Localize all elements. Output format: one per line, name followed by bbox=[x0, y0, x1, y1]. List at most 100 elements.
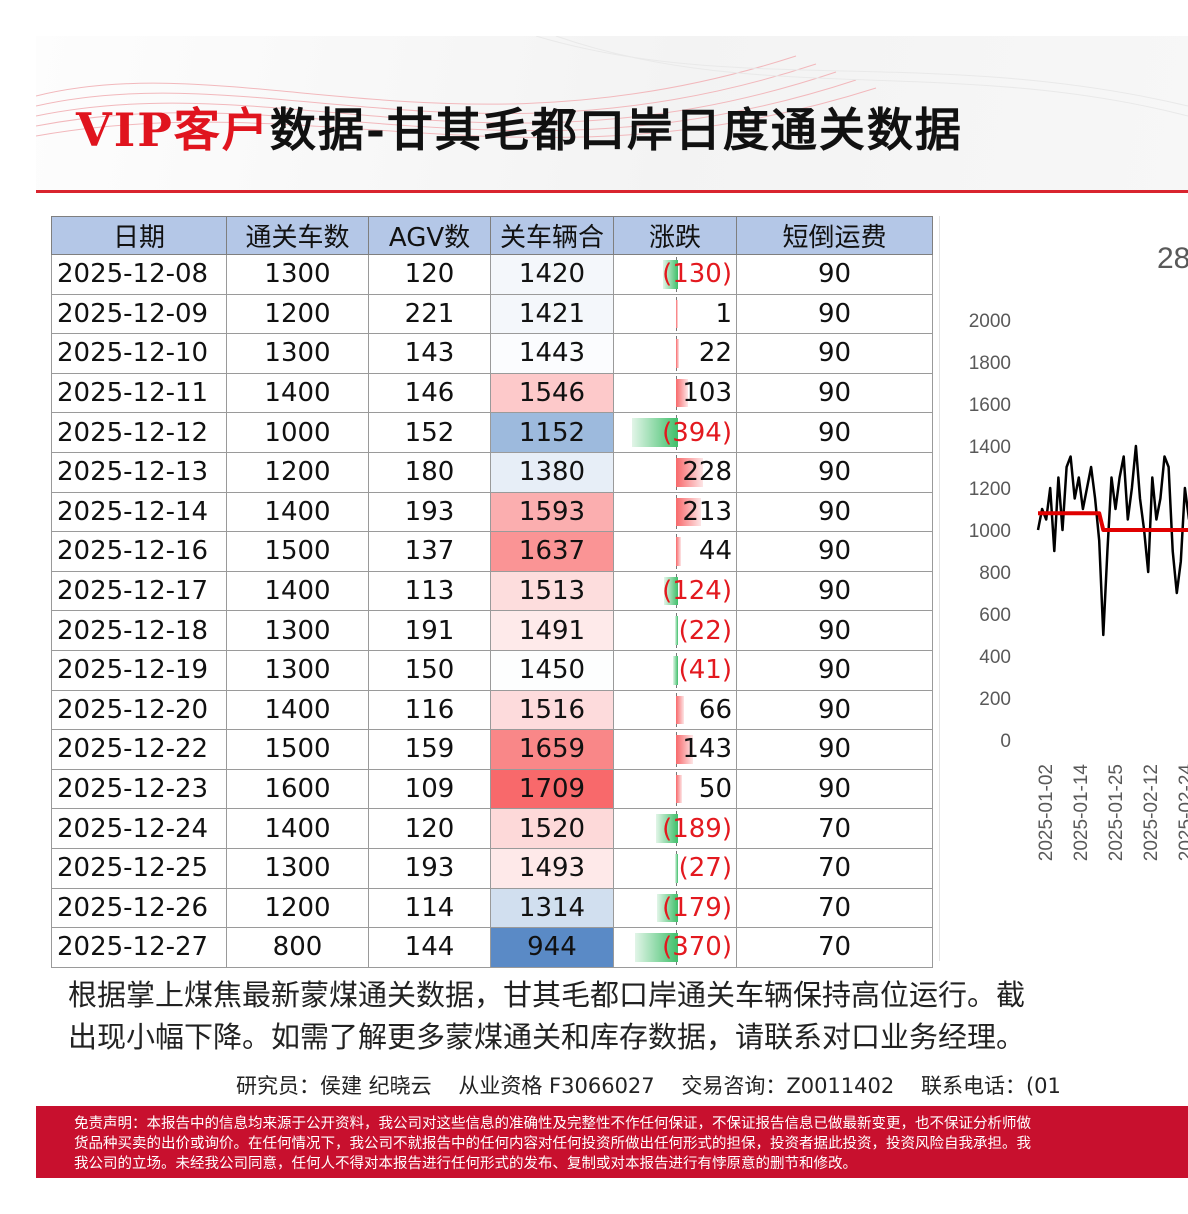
license-number: 从业资格 F3066027 bbox=[458, 1074, 655, 1098]
cell-agv: 120 bbox=[368, 808, 491, 849]
cell-fee: 90 bbox=[736, 293, 933, 335]
col-header-date: 日期 bbox=[51, 216, 227, 255]
change-value: (189) bbox=[662, 813, 732, 844]
cell-change: (370) bbox=[613, 927, 737, 968]
cell-total: 1513 bbox=[490, 570, 614, 612]
change-bar bbox=[632, 418, 678, 447]
cell-total: 1450 bbox=[490, 649, 614, 691]
header-band: VIP客户数据-甘其毛都口岸日度通关数据 bbox=[36, 36, 1188, 192]
phone: 联系电话：(01 bbox=[920, 1074, 1061, 1098]
change-bar bbox=[676, 735, 693, 764]
cell-agv: 221 bbox=[368, 293, 491, 335]
cell-agv: 191 bbox=[368, 610, 491, 651]
cell-date: 2025-12-26 bbox=[51, 887, 227, 929]
cell-cars: 1200 bbox=[226, 887, 369, 929]
cell-date: 2025-12-10 bbox=[51, 333, 227, 374]
change-bar bbox=[676, 537, 682, 566]
cell-total: 1380 bbox=[490, 451, 614, 493]
cell-date: 2025-12-16 bbox=[51, 531, 227, 572]
change-value: 143 bbox=[682, 734, 732, 765]
cell-fee: 90 bbox=[736, 412, 933, 453]
y-tick-label: 800 bbox=[979, 563, 1011, 584]
change-value: 213 bbox=[682, 496, 732, 527]
disclaimer-line-2: 货品种买卖的出价或询价。在任何情况下，我公司不就报告中的任何内容对任何投资所做出… bbox=[74, 1136, 1031, 1152]
table-row: 2025-12-20 1400 116 1516 66 90 bbox=[51, 689, 933, 731]
cell-cars: 1300 bbox=[226, 333, 369, 374]
table-row: 2025-12-12 1000 152 1152 (394) 90 bbox=[51, 412, 933, 453]
cell-total: 1593 bbox=[490, 491, 614, 533]
cell-agv: 137 bbox=[368, 531, 491, 572]
cell-cars: 1400 bbox=[226, 372, 369, 414]
change-value: 1 bbox=[715, 298, 732, 329]
cell-change: 103 bbox=[613, 372, 737, 414]
disclaimer-line-3: 我公司的立场。未经我公司同意，任何人不得对本报告进行任何形式的发布、复制或对本报… bbox=[74, 1156, 857, 1172]
change-value: (394) bbox=[662, 417, 732, 448]
y-tick-label: 200 bbox=[979, 689, 1011, 710]
col-header-agv: AGV数 bbox=[368, 216, 491, 255]
cell-fee: 90 bbox=[736, 451, 933, 493]
cell-change: (22) bbox=[613, 610, 737, 651]
cell-cars: 1400 bbox=[226, 808, 369, 849]
x-tick-label: 2025-02-12 bbox=[1141, 764, 1162, 861]
change-value: 50 bbox=[698, 774, 732, 805]
x-tick-label: 2025-01-14 bbox=[1071, 764, 1092, 862]
cell-cars: 1300 bbox=[226, 254, 369, 295]
cell-total: 1520 bbox=[490, 808, 614, 849]
credits-line: 研究员：侯建 纪晓云 从业资格 F3066027 交易咨询：Z0011402 联… bbox=[236, 1070, 1081, 1100]
cell-agv: 180 bbox=[368, 451, 491, 493]
cell-agv: 193 bbox=[368, 491, 491, 533]
cell-total: 1709 bbox=[490, 768, 614, 810]
change-bar bbox=[676, 457, 703, 487]
cell-date: 2025-12-23 bbox=[51, 768, 227, 810]
cell-fee: 90 bbox=[736, 729, 933, 770]
cell-total: 1493 bbox=[490, 847, 614, 889]
change-value: (41) bbox=[678, 655, 732, 686]
decorative-wave-lines bbox=[36, 36, 1188, 139]
cell-change: (27) bbox=[613, 847, 737, 889]
cell-cars: 1600 bbox=[226, 768, 369, 810]
summary-line-1: 根据掌上煤焦最新蒙煤通关数据，甘其毛都口岸通关车辆保持高位运行。截 bbox=[68, 978, 1026, 1012]
y-tick-label: 1000 bbox=[969, 521, 1011, 542]
cell-total: 1637 bbox=[490, 531, 614, 572]
cell-agv: 144 bbox=[368, 927, 491, 968]
change-bar bbox=[662, 260, 678, 289]
series-line-0 bbox=[1036, 444, 1188, 637]
disclaimer-line-1: 免责声明：本报告中的信息均来源于公开资料，我公司对这些信息的准确性及完整性不作任… bbox=[74, 1116, 1031, 1132]
cell-agv: 159 bbox=[368, 729, 491, 770]
x-tick-label: 2025-01-25 bbox=[1106, 764, 1127, 861]
y-tick-label: 2000 bbox=[969, 311, 1011, 332]
cell-total: 1659 bbox=[490, 729, 614, 770]
table-row: 2025-12-13 1200 180 1380 228 90 bbox=[51, 451, 933, 493]
change-bar bbox=[676, 299, 678, 329]
cell-date: 2025-12-18 bbox=[51, 610, 227, 651]
disclaimer-footer: 免责声明：本报告中的信息均来源于公开资料，我公司对这些信息的准确性及完整性不作任… bbox=[36, 1106, 1188, 1178]
cell-total: 1314 bbox=[490, 887, 614, 929]
change-value: (27) bbox=[678, 853, 732, 884]
cell-fee: 90 bbox=[736, 768, 933, 810]
y-tick-label: 1600 bbox=[969, 395, 1011, 416]
cell-agv: 114 bbox=[368, 887, 491, 929]
cell-agv: 116 bbox=[368, 689, 491, 731]
cell-fee: 90 bbox=[736, 491, 933, 533]
page-title: VIP客户数据-甘其毛都口岸日度通关数据 bbox=[76, 94, 963, 160]
change-value: (179) bbox=[662, 892, 732, 923]
cell-total: 1516 bbox=[490, 689, 614, 731]
summary-text: 根据掌上煤焦最新蒙煤通关数据，甘其毛都口岸通关车辆保持高位运行。截 出现小幅下降… bbox=[68, 974, 1025, 1058]
change-bar bbox=[676, 774, 682, 804]
cell-cars: 1400 bbox=[226, 689, 369, 731]
cell-change: 228 bbox=[613, 451, 737, 493]
summary-line-2: 出现小幅下降。如需了解更多蒙煤通关和库存数据，请联系对口业务经理。 bbox=[68, 1020, 1026, 1054]
cell-total: 1420 bbox=[490, 254, 614, 295]
title-main: 数据-甘其毛都口岸日度通关数据 bbox=[269, 103, 963, 157]
change-bar bbox=[663, 576, 678, 606]
change-bar bbox=[634, 933, 678, 962]
table-row: 2025-12-17 1400 113 1513 (124) 90 bbox=[51, 570, 933, 612]
cell-agv: 146 bbox=[368, 372, 491, 414]
x-tick-label: 2025-01-02 bbox=[1036, 764, 1057, 861]
cell-date: 2025-12-20 bbox=[51, 689, 227, 731]
cell-date: 2025-12-27 bbox=[51, 927, 227, 968]
advisory-number: 交易咨询：Z0011402 bbox=[681, 1074, 895, 1098]
table-row: 2025-12-27 800 144 944 (370) 70 bbox=[51, 927, 933, 968]
cell-date: 2025-12-24 bbox=[51, 808, 227, 849]
change-bar bbox=[657, 893, 678, 923]
